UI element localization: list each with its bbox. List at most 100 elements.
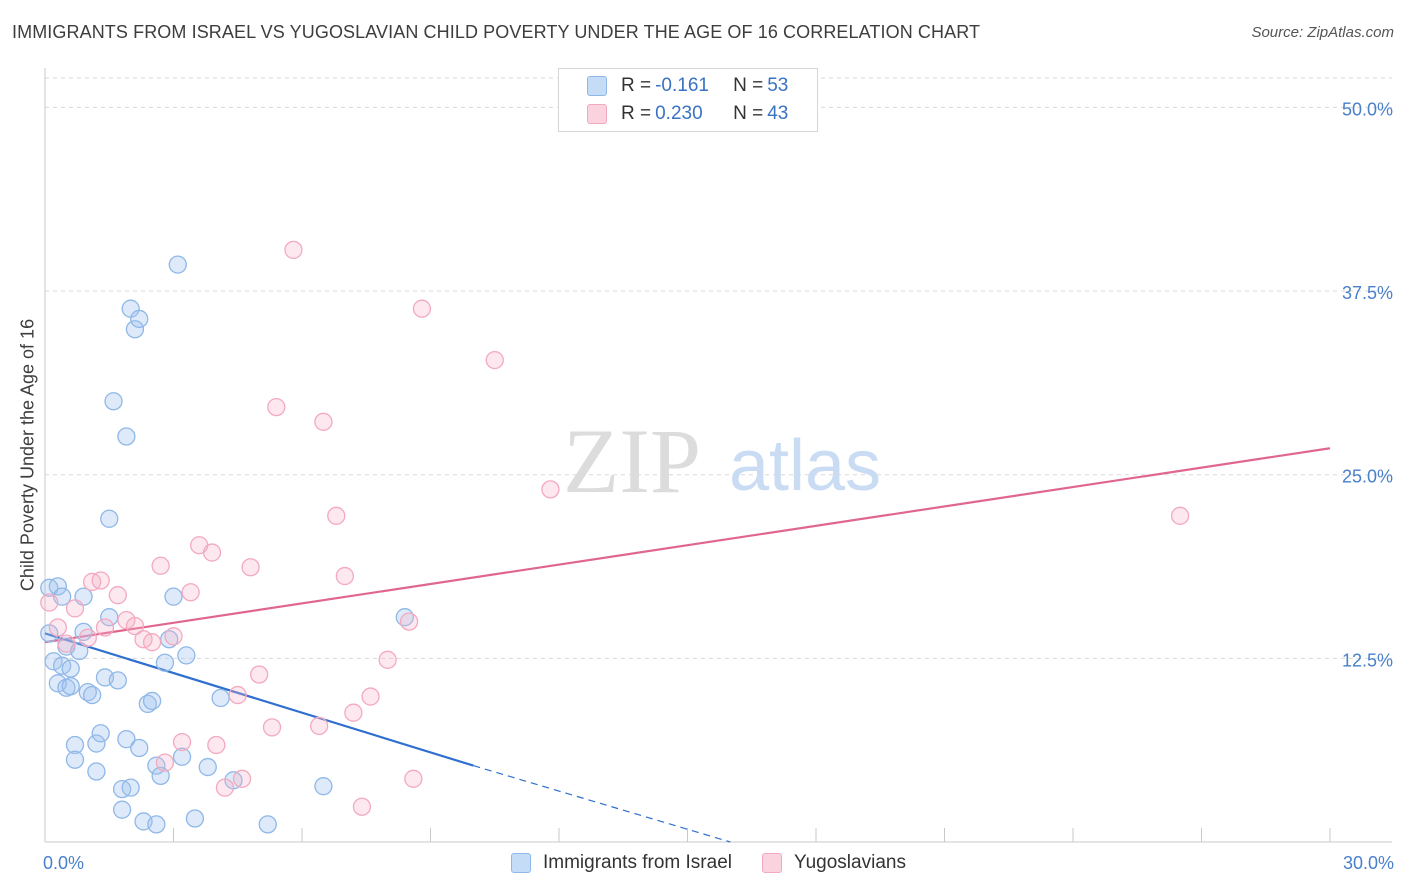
legend-r-label: R = (621, 103, 652, 124)
point-yugoslavians (228, 685, 247, 705)
point-israel (168, 255, 187, 274)
point-israel (142, 691, 162, 711)
point-yugoslavians (181, 583, 200, 602)
point-yugoslavians (309, 716, 329, 736)
point-israel (258, 815, 277, 834)
legend-swatch-yugoslavians (587, 104, 607, 124)
point-israel (155, 653, 175, 672)
point-israel (130, 309, 149, 329)
series-legend: Immigrants from Israel Yugoslavians (511, 852, 936, 874)
point-yugoslavians (215, 778, 235, 797)
y-tick-label: 37.5% (1342, 283, 1393, 303)
y-tick-label: 50.0% (1342, 99, 1393, 119)
point-yugoslavians (40, 593, 59, 612)
legend-swatch-israel (587, 76, 607, 96)
trendline-yugoslavians (44, 447, 1331, 644)
point-yugoslavians (314, 412, 333, 431)
watermark-zip: ZIP (563, 410, 701, 512)
point-yugoslavians (404, 769, 423, 788)
series-legend-item-israel: Immigrants from Israel (511, 852, 732, 874)
series-label-yugoslavians: Yugoslavians (793, 852, 906, 873)
legend-n-value: 53 (767, 75, 789, 96)
point-israel (211, 688, 230, 708)
point-yugoslavians (57, 634, 76, 653)
legend-r-label: R = (621, 75, 652, 96)
point-yugoslavians (91, 571, 110, 590)
point-israel (65, 750, 85, 769)
legend-n-label: N = (733, 75, 764, 96)
point-yugoslavians (485, 350, 504, 370)
series-label-israel: Immigrants from Israel (543, 852, 732, 873)
series-swatch-israel (511, 853, 531, 873)
point-israel (117, 730, 136, 749)
legend-n-label: N = (733, 103, 764, 124)
point-yugoslavians (164, 627, 183, 646)
point-israel (125, 320, 145, 339)
point-yugoslavians (108, 586, 127, 605)
point-israel (177, 646, 196, 665)
point-israel (104, 392, 123, 411)
x-tick-max: 30.0% (1342, 853, 1394, 873)
point-yugoslavians (151, 556, 170, 575)
point-israel (117, 427, 136, 446)
point-israel (130, 738, 149, 758)
point-yugoslavians (361, 687, 380, 706)
point-israel (91, 724, 110, 743)
chart-title: IMMIGRANTS FROM ISRAEL VS YUGOSLAVIAN CH… (12, 22, 981, 42)
point-israel (87, 762, 106, 781)
point-israel (108, 671, 127, 690)
point-israel (65, 735, 85, 755)
stats-legend: R = -0.161 N = 53 R = 0.230 N = 43 (558, 68, 818, 132)
y-axis-label: Child Poverty Under the Age of 16 (17, 318, 38, 592)
point-israel (198, 757, 217, 777)
point-israel (87, 734, 106, 753)
point-yugoslavians (65, 599, 85, 618)
point-yugoslavians (78, 628, 97, 647)
point-israel (100, 509, 119, 528)
point-israel (61, 659, 80, 678)
point-israel (48, 577, 67, 596)
legend-n-value: 43 (767, 103, 789, 124)
point-israel (185, 809, 205, 828)
watermark-atlas: atlas (729, 426, 881, 506)
point-israel (82, 685, 102, 705)
point-yugoslavians (172, 732, 192, 752)
point-yugoslavians (202, 543, 222, 562)
series-legend-item-yugoslavians: Yugoslavians (761, 852, 906, 874)
legend-r-value: -0.161 (655, 75, 709, 96)
point-yugoslavians (262, 718, 282, 737)
point-israel (112, 800, 132, 819)
series-swatch-yugoslavians (761, 853, 782, 873)
point-yugoslavians (125, 616, 145, 636)
legend-r-value: 0.230 (655, 103, 703, 124)
legend-row-yugoslavians: R = 0.230 N = 43 (587, 101, 788, 127)
y-tick-label: 25.0% (1342, 467, 1393, 487)
point-yugoslavians (378, 650, 397, 669)
point-yugoslavians (327, 506, 346, 525)
point-yugoslavians (352, 797, 372, 816)
point-israel (44, 652, 63, 671)
point-yugoslavians (335, 566, 354, 586)
point-yugoslavians (155, 753, 175, 772)
point-yugoslavians (250, 665, 269, 684)
point-israel (172, 747, 192, 766)
x-tick-min: 0.0% (43, 853, 85, 873)
point-israel (61, 677, 80, 696)
point-yugoslavians (241, 558, 260, 577)
point-israel (164, 587, 183, 606)
point-yugoslavians (95, 618, 115, 637)
trendline-israel-extension (473, 765, 731, 843)
y-tick-label: 12.5% (1342, 650, 1393, 670)
point-yugoslavians (207, 735, 226, 755)
point-yugoslavians (267, 397, 286, 417)
point-yugoslavians (541, 480, 560, 499)
point-israel (121, 778, 140, 797)
legend-row-israel: R = -0.161 N = 53 (587, 73, 788, 99)
source-credit: Source: ZipAtlas.com (1251, 24, 1394, 41)
trendline-israel (44, 632, 474, 767)
point-yugoslavians (142, 633, 162, 652)
point-yugoslavians (344, 703, 363, 722)
point-yugoslavians (232, 769, 252, 788)
point-yugoslavians (1170, 506, 1190, 525)
